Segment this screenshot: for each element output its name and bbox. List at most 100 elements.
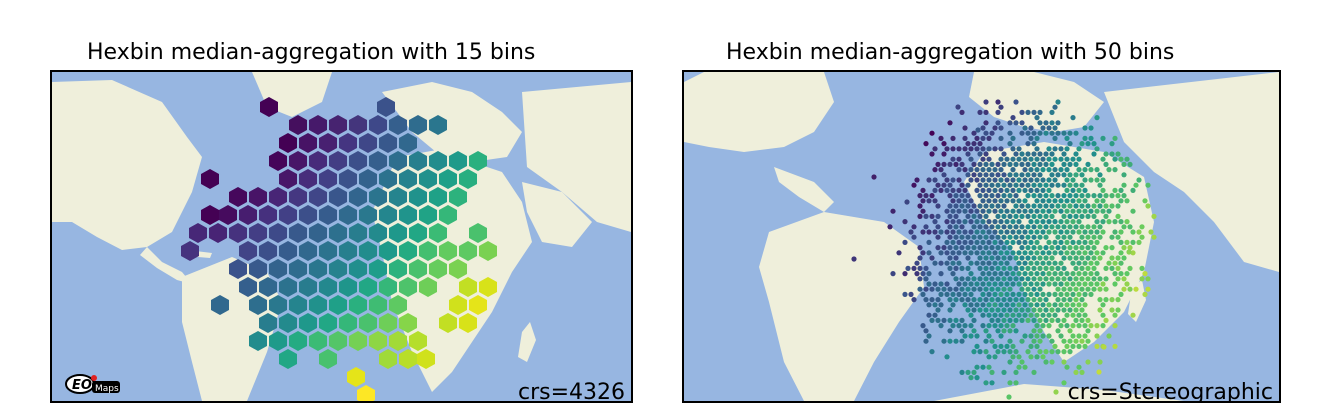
hex [1022, 281, 1028, 287]
hex [1055, 276, 1061, 282]
hex [1121, 224, 1127, 230]
hex [1031, 109, 1037, 115]
hex [1025, 307, 1031, 313]
hex [1010, 229, 1016, 235]
hex [260, 97, 278, 117]
hex [1055, 286, 1061, 292]
hex [980, 146, 986, 152]
hex [389, 151, 407, 171]
hex [887, 224, 893, 230]
hex [1130, 250, 1136, 256]
hex [1034, 343, 1040, 349]
hex [339, 241, 357, 261]
hex [1016, 198, 1022, 204]
hex [1076, 333, 1082, 339]
hex [971, 297, 977, 303]
hex [944, 219, 950, 225]
hex [1127, 161, 1133, 167]
hex [926, 198, 932, 204]
hex [1010, 312, 1016, 318]
hex [1058, 260, 1064, 266]
hex [1043, 317, 1049, 323]
hex [983, 99, 989, 105]
hex [1070, 312, 1076, 318]
hex [1049, 161, 1055, 167]
hex [1013, 224, 1019, 230]
hex [1049, 193, 1055, 199]
hex [935, 286, 941, 292]
hex [1061, 317, 1067, 323]
hex [1046, 271, 1052, 277]
hex [279, 169, 297, 189]
hex [1025, 203, 1031, 209]
hex [289, 331, 307, 351]
hex [1031, 265, 1037, 271]
hex [1052, 229, 1058, 235]
hex [1061, 307, 1067, 313]
hex [1034, 260, 1040, 266]
hex [998, 291, 1004, 297]
hex [1139, 224, 1145, 230]
hex [968, 156, 974, 162]
hex [1067, 349, 1073, 355]
hex [1010, 135, 1016, 141]
hex [851, 256, 857, 262]
hex [1043, 349, 1049, 355]
hex [1118, 198, 1124, 204]
hex [1094, 271, 1100, 277]
right-map[interactable]: crs=Stereographic [682, 70, 1281, 403]
hex [1013, 380, 1019, 386]
hex [995, 317, 1001, 323]
hex [1058, 323, 1064, 329]
hex [932, 229, 938, 235]
hex [357, 385, 375, 401]
hex [1013, 213, 1019, 219]
hex [1043, 161, 1049, 167]
hex [983, 286, 989, 292]
hex [329, 331, 347, 351]
hex [1118, 156, 1124, 162]
hex [1091, 286, 1097, 292]
hex [1091, 193, 1097, 199]
hex [1076, 281, 1082, 287]
hex [1142, 291, 1148, 297]
hex [1064, 208, 1070, 214]
hex [986, 271, 992, 277]
hex [239, 205, 257, 225]
hex [1124, 156, 1130, 162]
hex [1097, 224, 1103, 230]
hex [1034, 156, 1040, 162]
hex [1046, 208, 1052, 214]
hex [989, 130, 995, 136]
hex [1115, 151, 1121, 157]
hex [1046, 125, 1052, 131]
hex [1031, 151, 1037, 157]
hex [1025, 151, 1031, 157]
hex [932, 146, 938, 152]
hex [992, 125, 998, 131]
hex [1052, 239, 1058, 245]
hex [439, 169, 457, 189]
hex [259, 241, 277, 261]
hex [1049, 151, 1055, 157]
hex [1022, 271, 1028, 277]
hex [1109, 193, 1115, 199]
hex [986, 312, 992, 318]
hex [329, 259, 347, 279]
hex [989, 317, 995, 323]
hex [938, 187, 944, 193]
hex [947, 193, 953, 199]
hex [1043, 245, 1049, 251]
left-map[interactable]: EO Maps crs=4326 [50, 70, 633, 403]
hex [359, 277, 377, 297]
hex [977, 151, 983, 157]
hex [369, 295, 387, 315]
hex [1031, 234, 1037, 240]
hex [1022, 198, 1028, 204]
hex [983, 203, 989, 209]
hex [1043, 203, 1049, 209]
hex [1100, 323, 1106, 329]
hex [1073, 245, 1079, 251]
hex [1007, 255, 1013, 261]
hex [953, 265, 959, 271]
